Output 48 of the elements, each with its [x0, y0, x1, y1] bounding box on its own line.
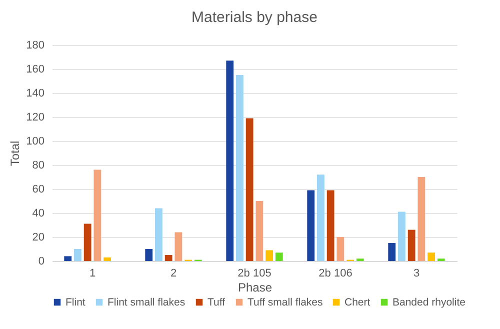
- x-tick-label: 2b 106: [318, 268, 352, 280]
- y-tick-label: 20: [32, 232, 44, 244]
- y-axis-title: Total: [8, 140, 22, 166]
- bar: [275, 252, 283, 261]
- legend-label: Chert: [344, 296, 370, 308]
- bar: [388, 243, 396, 261]
- bar: [326, 190, 334, 261]
- bar: [246, 118, 254, 261]
- legend-label: Flint small flakes: [108, 296, 186, 308]
- bar: [408, 230, 416, 261]
- legend-label: Tuff small flakes: [248, 296, 323, 308]
- bar: [317, 174, 324, 261]
- bar: [428, 252, 435, 261]
- bar: [336, 237, 344, 261]
- x-tick-label: 1: [89, 268, 96, 280]
- bar: [84, 224, 92, 261]
- legend-label: Tuff: [208, 296, 226, 308]
- x-tick-label: 2: [170, 268, 177, 280]
- bar: [266, 250, 273, 261]
- bar: [94, 170, 102, 261]
- y-tick-label: 60: [32, 184, 44, 196]
- bar: [418, 177, 426, 261]
- y-tick-label: 80: [32, 160, 44, 172]
- bar: [398, 212, 406, 261]
- bar: [164, 255, 172, 261]
- x-tick-label: 3: [413, 268, 420, 280]
- bar: [64, 256, 72, 261]
- x-tick-label: 2b 105: [238, 268, 272, 280]
- y-tick-label: 180: [26, 40, 44, 52]
- bar: [226, 60, 234, 261]
- y-tick-label: 160: [26, 64, 44, 76]
- y-tick-label: 100: [26, 136, 44, 148]
- bar: [256, 201, 264, 261]
- y-tick-label: 0: [38, 256, 44, 268]
- x-axis-title: Phase: [238, 280, 272, 294]
- legend-label: Flint: [66, 296, 86, 308]
- y-tick-label: 140: [26, 88, 44, 100]
- bar: [104, 257, 111, 261]
- bar: [145, 249, 153, 261]
- bar: [174, 232, 182, 261]
- bar: [236, 75, 244, 261]
- y-tick-label: 120: [26, 112, 44, 124]
- y-tick-label: 40: [32, 208, 44, 220]
- bar: [155, 208, 162, 261]
- chart-title: Materials by phase: [192, 9, 318, 26]
- bar: [307, 190, 315, 261]
- bar: [74, 249, 82, 261]
- legend-label: Banded rhyolite: [392, 296, 466, 308]
